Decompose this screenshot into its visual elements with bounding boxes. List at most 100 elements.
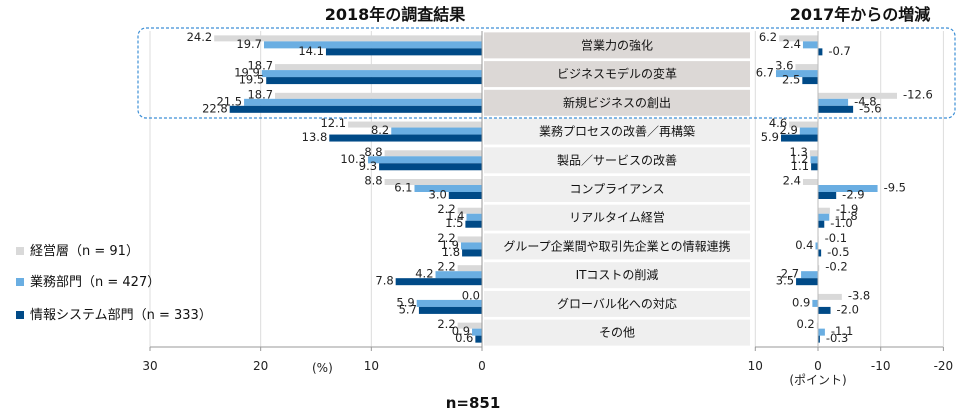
right-bar xyxy=(818,105,854,113)
right-data-label: 2.4 xyxy=(783,37,801,51)
right-bar xyxy=(818,213,830,221)
left-chart-title: 2018年の調査結果 xyxy=(325,5,466,24)
right-bar xyxy=(796,278,818,286)
category-label: ビジネスモデルの変革 xyxy=(557,66,677,81)
category-box xyxy=(484,32,750,59)
right-bar xyxy=(795,64,818,71)
right-data-label: -2.0 xyxy=(837,302,859,316)
category-box xyxy=(484,147,750,174)
left-data-label: 18.7 xyxy=(247,59,273,73)
left-bar xyxy=(214,35,483,42)
left-data-label: 13.8 xyxy=(302,130,328,144)
right-bar xyxy=(818,328,825,336)
right-bar xyxy=(818,265,820,272)
left-bar xyxy=(244,98,482,106)
right-data-label: 5.9 xyxy=(761,130,779,144)
right-data-label: 1.3 xyxy=(790,145,808,159)
left-data-label: 8.8 xyxy=(364,174,382,188)
right-data-label: -1.8 xyxy=(835,209,857,223)
right-bar xyxy=(818,249,822,257)
right-data-label: -0.3 xyxy=(826,331,848,345)
left-bar xyxy=(457,207,482,214)
right-data-label: 0.9 xyxy=(792,295,810,309)
right-bar xyxy=(818,48,823,56)
right-data-label: 2.9 xyxy=(780,123,798,137)
left-bar xyxy=(460,242,482,250)
left-data-label: 24.2 xyxy=(187,30,213,44)
left-data-label: 2.2 xyxy=(437,260,455,274)
category-label: 営業力の強化 xyxy=(581,38,653,52)
legend-label: 情報システム部門（n = 333） xyxy=(30,308,212,323)
right-tick-label: 0 xyxy=(814,359,822,373)
left-bar xyxy=(391,127,482,135)
right-data-label: -0.7 xyxy=(828,44,850,58)
left-data-label: 3.0 xyxy=(429,188,447,202)
left-data-label: 4.2 xyxy=(415,267,433,281)
right-bar xyxy=(779,35,818,42)
left-data-label: 10.3 xyxy=(340,152,366,166)
left-data-label: 19.5 xyxy=(239,73,265,87)
left-data-label: 9.3 xyxy=(359,159,377,173)
left-bar xyxy=(472,328,482,336)
right-data-label: 2.5 xyxy=(782,73,800,87)
right-tick-label: 10 xyxy=(748,359,763,373)
left-bar xyxy=(457,265,482,272)
right-bar xyxy=(818,335,820,343)
left-bar xyxy=(325,48,482,56)
left-bar xyxy=(275,92,482,99)
right-bar xyxy=(781,134,818,142)
left-data-label: 5.9 xyxy=(396,295,414,309)
left-bar xyxy=(395,278,482,286)
right-data-label: -3.8 xyxy=(848,288,870,302)
left-bar xyxy=(379,163,482,171)
right-data-label: 0.4 xyxy=(795,238,813,252)
right-bar xyxy=(818,293,842,300)
category-box xyxy=(484,176,750,202)
left-bar xyxy=(229,105,482,113)
left-bar xyxy=(348,121,482,128)
category-label: ITコストの削減 xyxy=(576,267,659,282)
right-data-label: 6.2 xyxy=(759,30,777,44)
legend-label: 業務部門（n = 427） xyxy=(30,274,160,290)
right-data-label: -1.9 xyxy=(836,202,858,216)
right-data-label: 1.2 xyxy=(790,152,808,166)
legend-swatch xyxy=(16,247,24,255)
category-label: その他 xyxy=(599,326,635,340)
right-chart-title: 2017年からの増減 xyxy=(790,5,931,24)
left-bar xyxy=(261,70,482,78)
category-box xyxy=(484,319,750,346)
left-data-label: 22.8 xyxy=(202,101,228,115)
right-data-label: 2.4 xyxy=(783,174,801,188)
right-bar xyxy=(802,179,818,185)
left-bar xyxy=(275,64,482,71)
left-data-label: 1.5 xyxy=(445,216,463,230)
right-data-label: 1.1 xyxy=(791,159,809,173)
right-bar xyxy=(801,271,818,279)
left-data-label: 6.1 xyxy=(394,181,412,195)
category-label: リアルタイム経営 xyxy=(569,211,665,225)
left-data-label: 8.2 xyxy=(371,123,389,137)
category-label: 新規ビジネスの創出 xyxy=(563,95,671,110)
right-bar xyxy=(818,185,878,192)
right-bar xyxy=(811,163,818,171)
right-bar xyxy=(818,92,898,99)
left-bar xyxy=(384,150,482,157)
category-label: 業務プロセスの改善／再構築 xyxy=(539,124,695,139)
left-data-label: 0.6 xyxy=(455,331,473,345)
left-bar xyxy=(448,192,482,199)
category-box xyxy=(484,204,750,231)
left-data-label: 12.1 xyxy=(320,116,346,130)
right-data-label: -0.5 xyxy=(827,245,849,259)
left-tick-label: 10 xyxy=(364,359,379,373)
left-data-label: 19.9 xyxy=(234,66,260,80)
right-bar xyxy=(775,70,818,78)
left-data-label: 21.5 xyxy=(216,94,242,108)
right-bar xyxy=(818,207,830,214)
left-data-label: 1.8 xyxy=(442,245,460,259)
category-box xyxy=(484,290,750,317)
right-bar xyxy=(818,192,837,199)
left-data-label: 18.7 xyxy=(247,87,273,101)
category-label: グループ企業間や取引先企業との情報連携 xyxy=(503,238,730,253)
left-data-label: 1.9 xyxy=(441,238,459,252)
